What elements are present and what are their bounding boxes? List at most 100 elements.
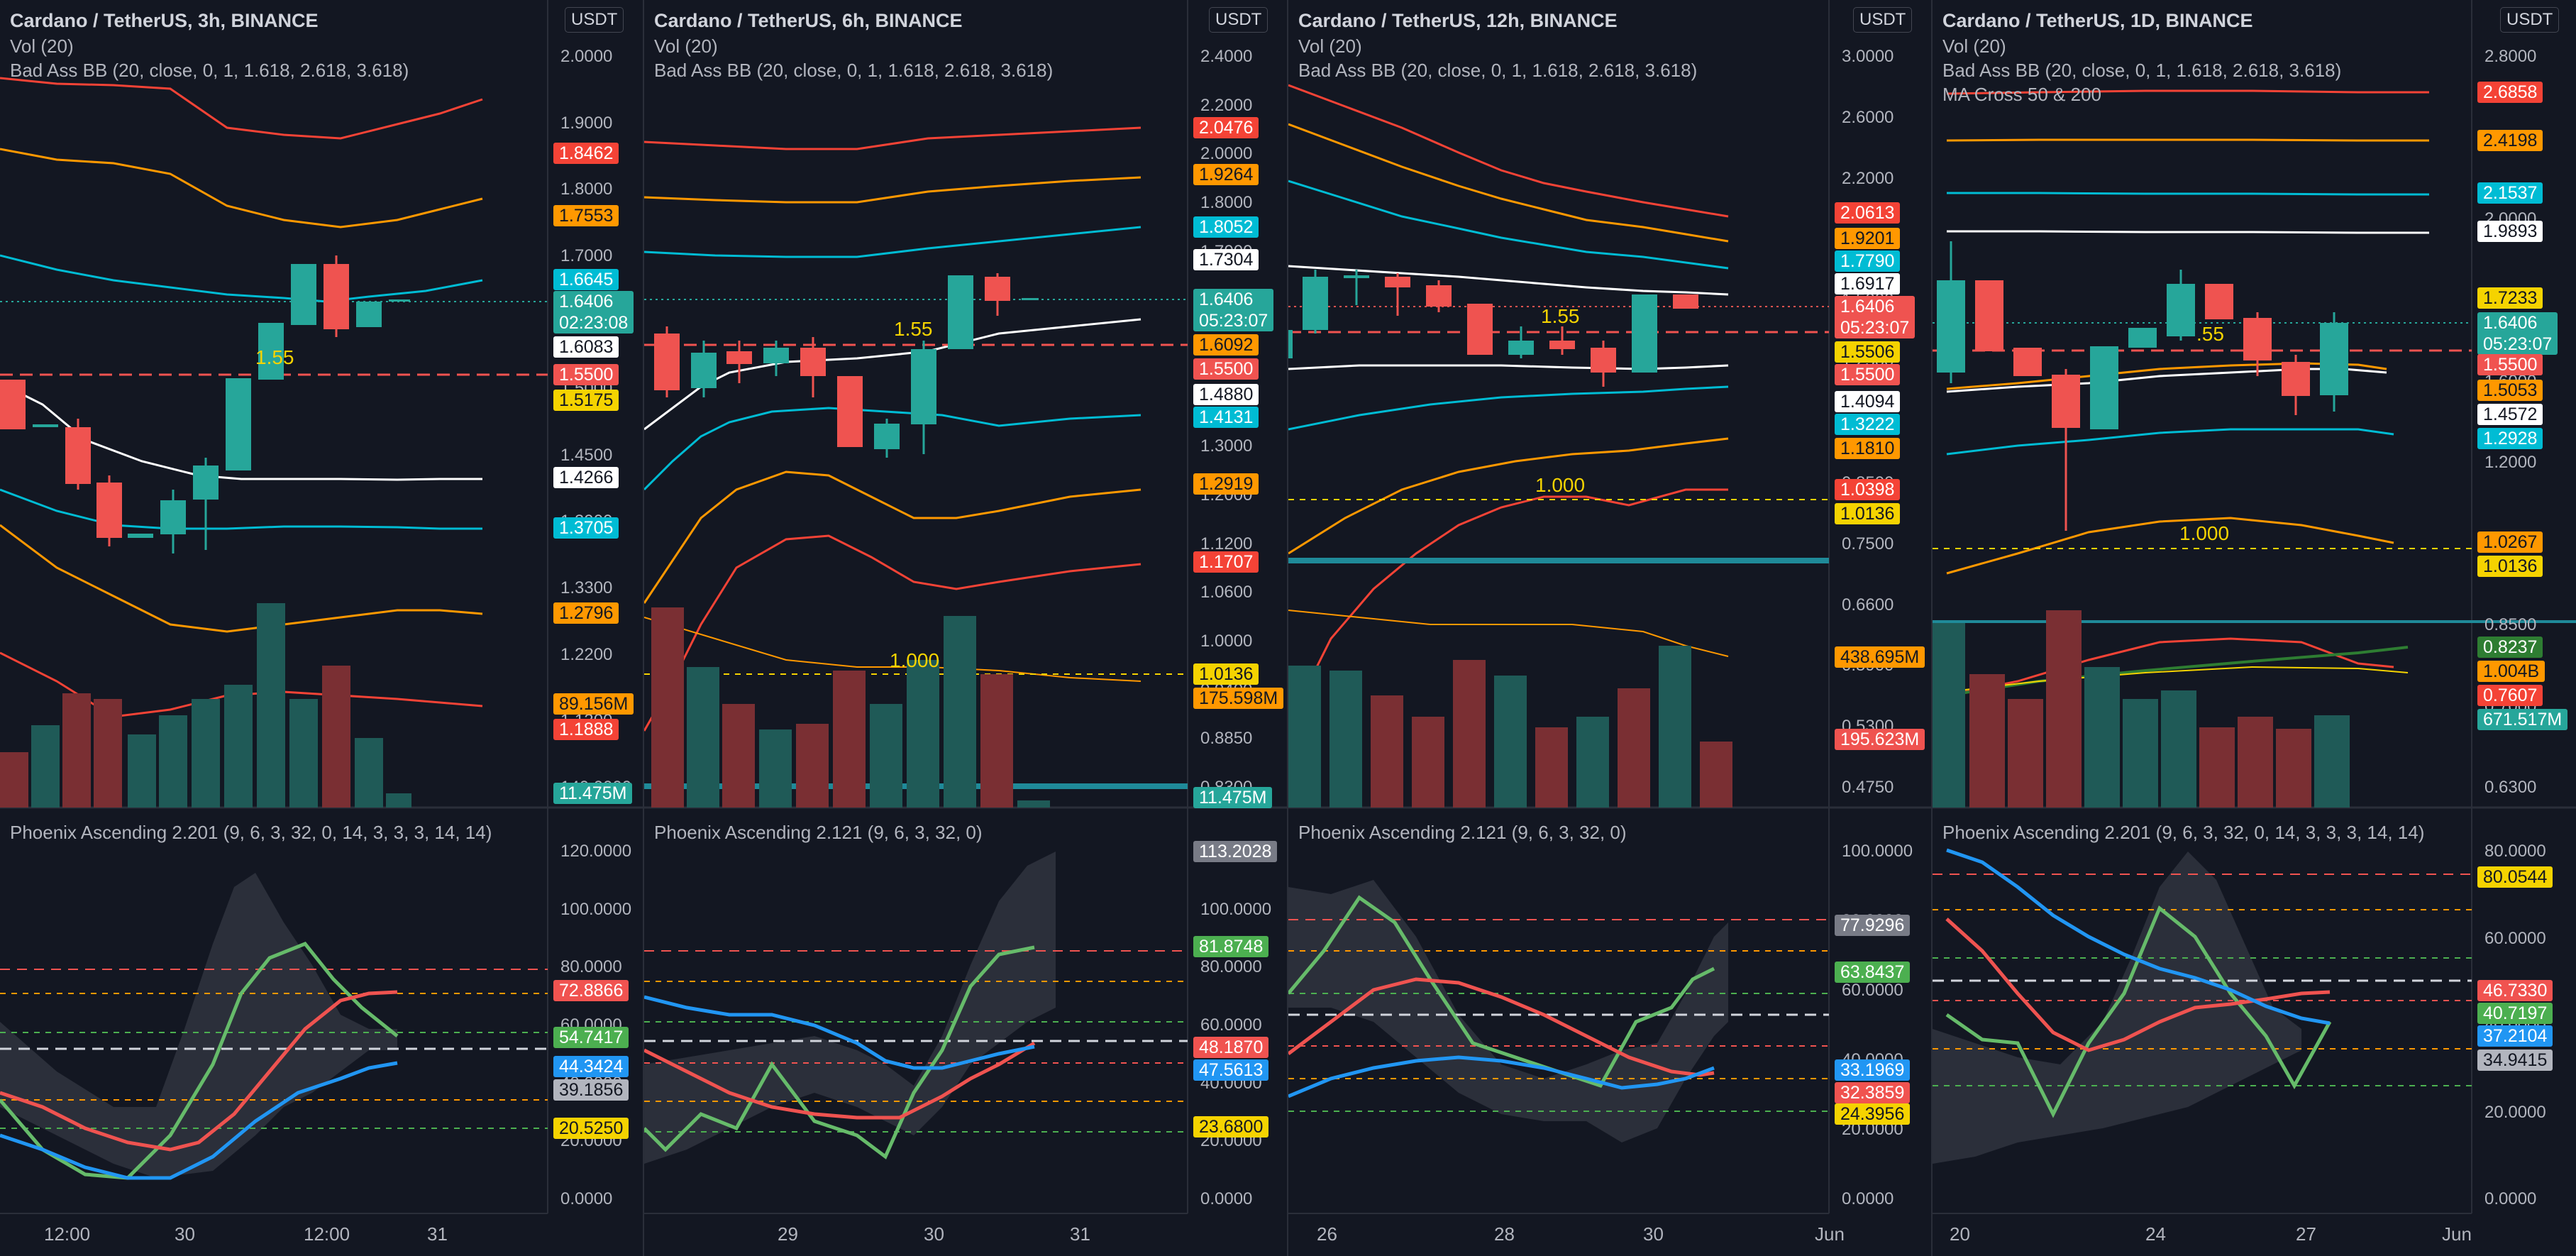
price-badge-value: 1.9893 — [2483, 221, 2538, 241]
price-badge-countdown: 05:23:07 — [1199, 311, 1268, 331]
price-badge-value: 40.7197 — [2483, 1003, 2548, 1023]
volume-bars — [0, 603, 411, 808]
candle — [356, 302, 382, 327]
price-pane-6h[interactable] — [644, 0, 1288, 1256]
price-badge-countdown: 05:23:07 — [1840, 318, 1910, 338]
chart-title[interactable]: Cardano / TetherUS, 3h, BINANCE — [10, 10, 319, 31]
candle — [726, 351, 752, 364]
price-badge-value: 1.2928 — [2483, 429, 2538, 448]
price-badge: 2.6858 — [2477, 82, 2543, 103]
volume-bar — [1969, 674, 2005, 808]
legend-ma-cross[interactable]: MA Cross 50 & 200 — [1942, 84, 2101, 105]
osc-badge: 40.7197 — [2477, 1003, 2553, 1024]
volume-bar — [2084, 667, 2120, 808]
bb-band-lower3 — [1946, 637, 2394, 697]
osc-axis-tick: 0.0000 — [560, 1189, 613, 1208]
price-badge-value: 175.598M — [1199, 688, 1278, 708]
price-badge: 1.5175 — [553, 390, 619, 411]
chart-panel-1d[interactable]: Cardano / TetherUS, 1D, BINANCE Vol (20)… — [1933, 0, 2576, 1256]
bb-band-upper2 — [1288, 123, 1729, 243]
legend-bb[interactable]: Bad Ass BB (20, close, 0, 1, 1.618, 2.61… — [1298, 60, 1698, 81]
price-badge: 1.7790 — [1835, 250, 1901, 272]
price-axis-tick: 1.1200 — [1200, 534, 1253, 553]
price-badge-value: 1.004B — [2483, 661, 2540, 681]
price-axis-tick: 2.0000 — [560, 47, 613, 66]
price-badge-value: 1.6092 — [1199, 335, 1254, 355]
volume-bar — [257, 603, 285, 808]
oscillator-title[interactable]: Phoenix Ascending 2.201 (9, 6, 3, 32, 0,… — [10, 822, 492, 843]
price-axis-tick: 2.4000 — [1200, 47, 1253, 66]
price-badge: 1.6645 — [553, 269, 619, 290]
oscillator-title[interactable]: Phoenix Ascending 2.121 (9, 6, 3, 32, 0) — [654, 822, 983, 843]
oscillator-cloud — [1288, 880, 1728, 1142]
osc-axis-tick: 0.0000 — [2484, 1189, 2537, 1208]
chart-panel-12h[interactable]: Cardano / TetherUS, 12h, BINANCE Vol (20… — [1288, 0, 1933, 1256]
price-axis-tick: 0.6600 — [1842, 595, 1894, 615]
osc-red-line — [0, 990, 398, 1152]
bb-band-upper3 — [1946, 89, 2429, 95]
candle — [291, 264, 316, 325]
chart-title[interactable]: Cardano / TetherUS, 6h, BINANCE — [654, 10, 963, 31]
price-pane-12h[interactable] — [1288, 0, 1933, 1256]
price-badge-value: 1.5500 — [1199, 359, 1254, 379]
fib-label-2: 1.000 — [2179, 522, 2230, 544]
chart-panel-6h[interactable]: Cardano / TetherUS, 6h, BINANCE Vol (20)… — [644, 0, 1288, 1256]
price-badge-value: 1.8052 — [1199, 217, 1254, 237]
volume-bar — [944, 616, 976, 808]
legend-bb[interactable]: Bad Ass BB (20, close, 0, 1, 1.618, 2.61… — [1942, 60, 2342, 81]
price-pane-1d[interactable] — [1933, 0, 2576, 1256]
price-badge-value: 1.5175 — [559, 390, 614, 410]
volume-bar — [224, 685, 253, 808]
price-badge: 1.7553 — [553, 205, 619, 226]
oscillator-title[interactable]: Phoenix Ascending 2.121 (9, 6, 3, 32, 0) — [1298, 822, 1627, 843]
price-badge-value: 1.6917 — [1840, 274, 1895, 294]
price-badge-value: 63.8437 — [1840, 962, 1905, 982]
price-badge-value: 1.1888 — [559, 720, 614, 739]
price-badge: 1.5500 — [2477, 354, 2543, 375]
price-badge-value: 1.5506 — [1840, 342, 1895, 362]
price-pane-3h[interactable] — [0, 0, 644, 1256]
legend-volume[interactable]: Vol (20) — [1942, 35, 2006, 57]
legend-volume[interactable]: Vol (20) — [654, 35, 718, 57]
price-badge-value: 1.3705 — [559, 518, 614, 538]
price-badge-value: 1.7790 — [1840, 251, 1895, 271]
osc-axis-tick: 100.0000 — [560, 899, 632, 919]
legend-bb[interactable]: Bad Ass BB (20, close, 0, 1, 1.618, 2.61… — [10, 60, 409, 81]
price-badge: 1.6406 05:23:07 — [2477, 312, 2558, 355]
candle — [96, 483, 122, 538]
price-axis-tick: 1.0000 — [1200, 632, 1253, 651]
volume-bar — [289, 699, 318, 808]
bb-band-lower3 — [644, 534, 1141, 732]
legend-volume[interactable]: Vol (20) — [10, 35, 74, 57]
osc-badge: 33.1969 — [1835, 1059, 1911, 1081]
legend-volume[interactable]: Vol (20) — [1298, 35, 1362, 57]
currency-badge[interactable]: USDT — [565, 7, 624, 33]
price-axis-tick: 1.0600 — [1200, 583, 1253, 602]
volume-bar — [870, 704, 902, 808]
price-badge-value: 1.9201 — [1840, 228, 1895, 248]
price-badge-value: 1.5053 — [2483, 380, 2538, 400]
price-axis-tick: 2.2000 — [1842, 168, 1894, 188]
candle — [2205, 284, 2233, 319]
bb-band-extra — [1288, 610, 1729, 657]
price-badge-value: 23.6800 — [1199, 1117, 1264, 1137]
chart-panel-3h[interactable]: Cardano / TetherUS, 3h, BINANCE Vol (20)… — [0, 0, 644, 1256]
price-badge-countdown: 05:23:07 — [2483, 334, 2553, 354]
price-badge-value: 24.3956 — [1840, 1104, 1905, 1124]
price-axis-tick: 0.6300 — [2484, 778, 2537, 797]
bb-band-upper3 — [644, 126, 1141, 150]
currency-badge[interactable]: USDT — [2500, 7, 2560, 33]
chart-title[interactable]: Cardano / TetherUS, 12h, BINANCE — [1298, 10, 1618, 31]
price-badge-value: 1.6083 — [559, 337, 614, 357]
volume-bar — [1535, 727, 1568, 808]
chart-title[interactable]: Cardano / TetherUS, 1D, BINANCE — [1942, 10, 2253, 31]
osc-badge: 46.7330 — [2477, 980, 2553, 1001]
candle — [2013, 348, 2042, 376]
legend-bb[interactable]: Bad Ass BB (20, close, 0, 1, 1.618, 2.61… — [654, 60, 1054, 81]
oscillator-title[interactable]: Phoenix Ascending 2.201 (9, 6, 3, 32, 0,… — [1942, 822, 2425, 843]
candle — [2243, 318, 2272, 360]
osc-red-line — [1945, 918, 2331, 1052]
currency-badge[interactable]: USDT — [1853, 7, 1913, 33]
price-badge: 1.5500 — [553, 364, 619, 385]
currency-badge[interactable]: USDT — [1209, 7, 1268, 33]
